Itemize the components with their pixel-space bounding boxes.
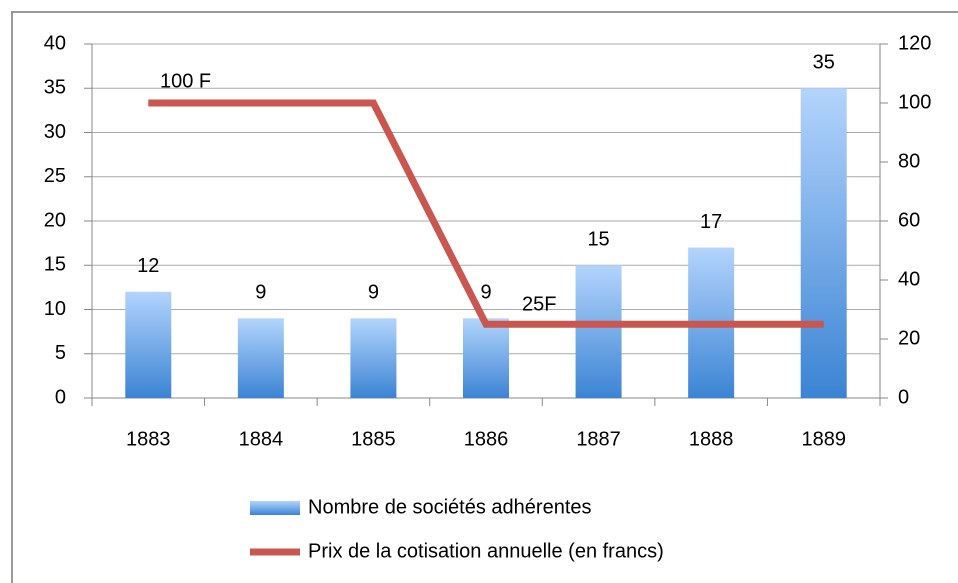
annotation: 100 F xyxy=(160,70,211,92)
data-label: 12 xyxy=(137,255,159,277)
y-tick-label: 20 xyxy=(44,209,66,231)
y2-tick-label: 80 xyxy=(898,150,920,172)
bar xyxy=(237,318,284,398)
y-tick-label: 10 xyxy=(44,298,66,320)
y2-tick-label: 120 xyxy=(898,32,931,54)
y-tick-label: 0 xyxy=(55,386,66,408)
y2-tick-label: 20 xyxy=(898,327,920,349)
y2-tick-label: 60 xyxy=(898,209,920,231)
y-tick-label: 25 xyxy=(44,165,66,187)
bar xyxy=(800,88,847,398)
y2-tick-label: 100 xyxy=(898,91,931,113)
bar xyxy=(575,265,622,398)
data-label: 9 xyxy=(255,282,266,304)
x-tick-label: 1886 xyxy=(464,428,509,450)
line xyxy=(148,99,824,328)
y-tick-label: 15 xyxy=(44,254,66,276)
bar xyxy=(350,318,397,398)
x-tick-label: 1884 xyxy=(239,428,284,450)
bar xyxy=(463,318,509,398)
data-label: 35 xyxy=(813,52,835,74)
y-tick-label: 40 xyxy=(44,32,66,54)
legend-label: Nombre de sociétés adhérentes xyxy=(308,496,592,518)
data-label: 17 xyxy=(700,211,722,233)
legend-label: Prix de la cotisation annuelle (en franc… xyxy=(308,540,664,562)
x-tick-label: 1883 xyxy=(126,428,171,450)
annotation: 25F xyxy=(522,293,556,315)
y-tick-label: 30 xyxy=(44,121,66,143)
x-tick-label: 1885 xyxy=(351,428,396,450)
x-tick-label: 1888 xyxy=(689,428,734,450)
data-label: 15 xyxy=(587,229,609,251)
legend-swatch xyxy=(250,501,300,515)
x-tick-label: 1887 xyxy=(576,428,621,450)
y-tick-label: 5 xyxy=(55,342,66,364)
y2-tick-label: 40 xyxy=(898,268,920,290)
frame xyxy=(11,11,958,583)
data-label: 9 xyxy=(368,282,379,304)
data-label: 9 xyxy=(480,282,491,304)
bar xyxy=(125,291,172,398)
y2-tick-label: 0 xyxy=(898,386,909,408)
x-tick-label: 1889 xyxy=(801,428,846,450)
y-tick-label: 35 xyxy=(44,77,66,99)
